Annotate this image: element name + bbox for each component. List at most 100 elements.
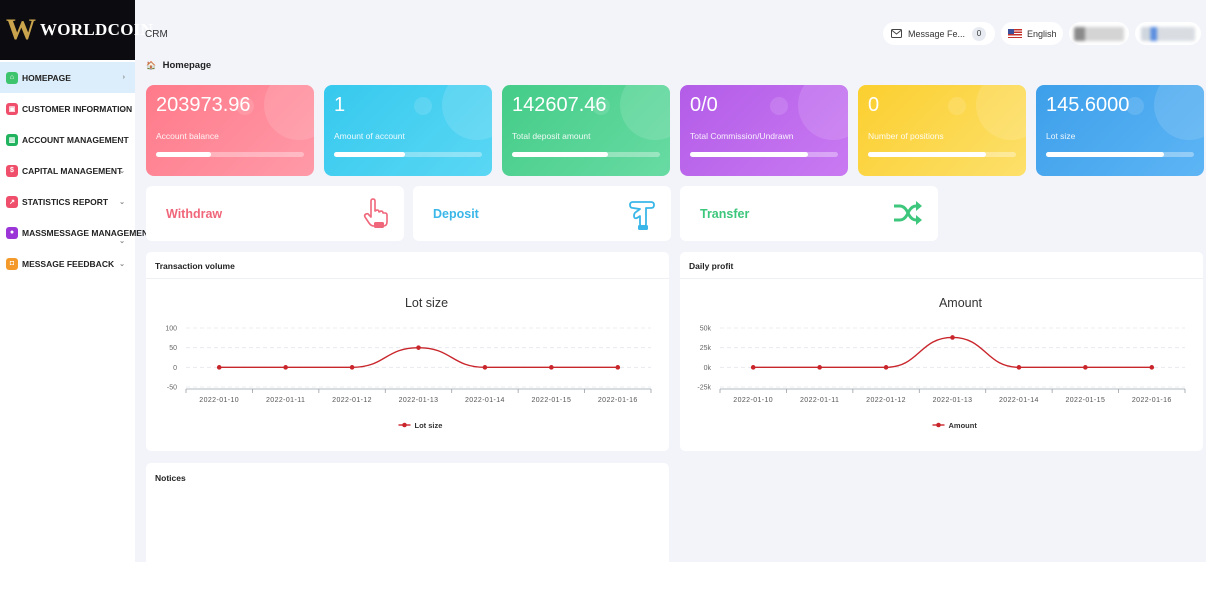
- decor-circle: [442, 85, 492, 140]
- data-point[interactable]: [750, 365, 756, 370]
- decor-circle: [798, 85, 848, 140]
- stat-label: Lot size: [1046, 131, 1076, 141]
- y-tick-label: -25k: [697, 385, 711, 392]
- sidebar-item-label: HOMEPAGE: [22, 72, 71, 83]
- card-header: Transaction volume: [146, 252, 669, 279]
- logo-text: WORLDCOIN: [40, 20, 154, 39]
- data-point[interactable]: [482, 365, 488, 370]
- stat-progress-bar: [690, 152, 838, 157]
- x-tick-label: 2022-01-16: [598, 397, 638, 404]
- stat-card[interactable]: 0/0 Total Commission/Undrawn: [680, 85, 848, 176]
- stat-card[interactable]: 145.6000 Lot size: [1036, 85, 1204, 176]
- series-line: [219, 346, 618, 369]
- stat-progress-fill: [1046, 152, 1165, 157]
- stat-label: Account balance: [156, 131, 219, 141]
- legend-label[interactable]: Lot size: [415, 421, 443, 430]
- sidebar-item-label: CAPITAL MANAGEMENT: [22, 165, 123, 176]
- series-line: [753, 336, 1152, 369]
- data-point[interactable]: [1149, 365, 1155, 370]
- chevron-icon: ⌄: [119, 199, 125, 206]
- stat-value: 203973.96: [156, 94, 251, 116]
- id-card-icon: ▣: [6, 102, 18, 115]
- language-selector[interactable]: English: [1001, 22, 1063, 45]
- stat-value: 142607.46: [512, 94, 607, 116]
- stat-card[interactable]: 203973.96 Account balance: [146, 85, 314, 176]
- stat-progress-bar: [156, 152, 304, 157]
- daily-profit-card: Daily profit Amount 50k 25k 0k -25k 2022-01-1…: [680, 252, 1203, 451]
- user-avatar[interactable]: [1069, 22, 1129, 45]
- stat-value: 1: [334, 94, 346, 116]
- decor-circle: [264, 85, 314, 140]
- data-point[interactable]: [817, 365, 822, 370]
- stat-progress-fill: [334, 152, 406, 157]
- data-point[interactable]: [1083, 365, 1088, 370]
- withdraw-button[interactable]: Withdraw: [146, 186, 404, 241]
- chevron-icon: ⌄: [119, 106, 125, 113]
- message-feedback-button[interactable]: Message Fe... 0: [883, 22, 995, 45]
- x-tick-label: 2022-01-14: [465, 397, 505, 404]
- x-tick-label: 2022-01-15: [531, 397, 571, 404]
- user-menu[interactable]: [1135, 22, 1201, 45]
- data-point[interactable]: [883, 365, 889, 370]
- logo-mark: W: [6, 13, 36, 46]
- stat-card[interactable]: 142607.46 Total deposit amount: [502, 85, 670, 176]
- x-tick-label: 2022-01-15: [1065, 397, 1105, 404]
- transfer-button[interactable]: Transfer: [680, 186, 938, 241]
- stat-value: 0/0: [690, 94, 718, 116]
- decor-circle: [948, 97, 966, 115]
- stat-label: Total Commission/Undrawn: [690, 131, 794, 141]
- x-tick-label: 2022-01-11: [800, 397, 839, 404]
- stat-value: 0: [868, 94, 880, 116]
- stat-progress-fill: [868, 152, 987, 157]
- sidebar-item-customer-information[interactable]: ▣ CUSTOMER INFORMATION ⌄: [0, 93, 135, 124]
- x-tick-label: 2022-01-11: [266, 397, 305, 404]
- x-tick-label: 2022-01-12: [332, 397, 372, 404]
- blurred-username: [1141, 26, 1195, 41]
- data-point[interactable]: [416, 345, 421, 350]
- x-tick-label: 2022-01-16: [1132, 397, 1172, 404]
- decor-circle: [770, 97, 788, 115]
- chat-icon: ●: [6, 226, 18, 239]
- x-tick-label: 2022-01-10: [199, 397, 239, 404]
- deposit-button[interactable]: Deposit: [413, 186, 671, 241]
- decor-circle: [620, 85, 670, 140]
- breadcrumb-label: Homepage: [162, 60, 212, 71]
- data-point[interactable]: [349, 365, 355, 370]
- hand-deposit-icon: [629, 201, 655, 230]
- deposit-label: Deposit: [433, 206, 479, 221]
- sidebar-item-statistics-report[interactable]: ↗ STATISTICS REPORT ⌄: [0, 186, 135, 217]
- topbar: CRM Message Fe... 0 English: [135, 0, 1206, 60]
- message-label: Message Fe...: [908, 28, 966, 39]
- sidebar-item-account-management[interactable]: ▥ ACCOUNT MANAGEMENT ⌄: [0, 124, 135, 155]
- y-tick-label: 0k: [704, 365, 712, 372]
- notices-card: Notices: [146, 463, 669, 562]
- sidebar-item-message-feedback[interactable]: ◘ MESSAGE FEEDBACK ⌄: [0, 248, 135, 279]
- data-point[interactable]: [283, 365, 288, 370]
- x-tick-label: 2022-01-14: [999, 397, 1039, 404]
- stat-card[interactable]: 1 Amount of account: [324, 85, 492, 176]
- decor-circle: [236, 97, 254, 115]
- logo[interactable]: W WORLDCOIN: [0, 0, 153, 60]
- dollar-icon: $: [6, 164, 18, 177]
- sidebar-item-homepage[interactable]: ⌂ HOMEPAGE ›: [0, 62, 135, 93]
- home-icon: ⌂: [6, 71, 18, 84]
- data-point[interactable]: [1016, 365, 1022, 370]
- us-flag-icon: [1008, 29, 1022, 38]
- amount-chart: Amount 50k 25k 0k -25k 2022-01-10 2022-01-11 20…: [697, 296, 1186, 430]
- legend-label[interactable]: Amount: [949, 421, 978, 430]
- chevron-icon: ⌄: [119, 238, 125, 245]
- sidebar-item-massmessage-management[interactable]: ● MASSMESSAGE MANAGEMENT ⌄: [0, 217, 153, 248]
- sidebar-item-capital-management[interactable]: $ CAPITAL MANAGEMENT ⌄: [0, 155, 135, 186]
- chevron-icon: ⌄: [119, 137, 125, 144]
- data-point[interactable]: [549, 365, 554, 370]
- sidebar-item-label: STATISTICS REPORT: [22, 196, 109, 207]
- stat-card[interactable]: 0 Number of positions: [858, 85, 1026, 176]
- bank-icon: ▥: [6, 133, 18, 146]
- blurred-avatar: [1074, 26, 1124, 41]
- data-point[interactable]: [950, 335, 955, 340]
- data-point[interactable]: [615, 365, 621, 370]
- message-count-badge: 0: [972, 26, 987, 41]
- legend-marker: [402, 422, 407, 428]
- card-header: Notices: [155, 473, 186, 483]
- data-point[interactable]: [216, 365, 222, 370]
